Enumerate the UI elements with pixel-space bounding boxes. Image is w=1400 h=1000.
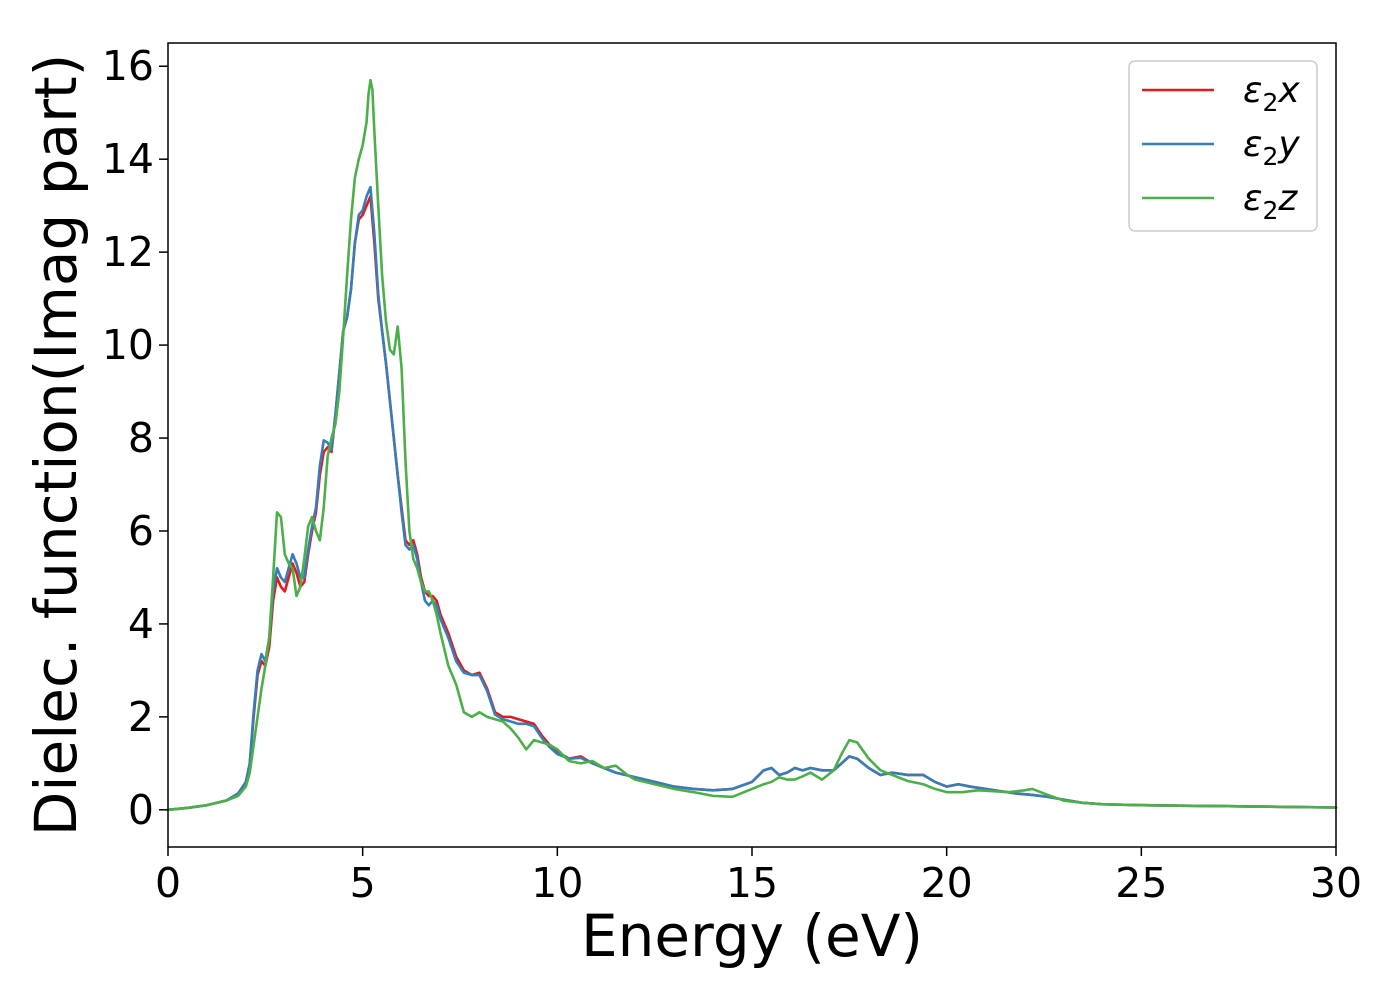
x-tick-label: 0 <box>155 859 181 907</box>
x-tick-label: 15 <box>726 859 778 907</box>
y-tick-label: 6 <box>128 507 154 555</box>
y-tick-label: 4 <box>128 600 154 648</box>
y-axis-title: Dielec. function(Imag part) <box>22 54 90 837</box>
y-tick-label: 10 <box>102 321 154 369</box>
y-tick-label: 14 <box>102 135 154 183</box>
legend-label-y: ε2y <box>1243 124 1300 171</box>
legend-label-x: ε2x <box>1243 70 1300 117</box>
x-tick-label: 5 <box>350 859 376 907</box>
x-tick-label: 10 <box>531 859 583 907</box>
y-tick-label: 0 <box>128 786 154 834</box>
plot-area <box>166 78 1338 812</box>
series-line-z <box>166 78 1338 812</box>
x-tick-label: 20 <box>921 859 973 907</box>
y-tick-label: 16 <box>102 42 154 90</box>
legend-box <box>1128 60 1318 232</box>
x-axis: 0 5 10 15 20 25 30 <box>155 847 1362 907</box>
legend: ε2x ε2y ε2z <box>1128 60 1318 232</box>
x-axis-title: Energy (eV) <box>581 902 923 970</box>
y-tick-label: 8 <box>128 414 154 462</box>
series-line-x <box>166 195 1338 812</box>
y-axis: 0 2 4 6 8 10 12 14 16 <box>102 42 168 834</box>
legend-label-z: ε2z <box>1243 178 1298 225</box>
series-line-y <box>166 185 1338 812</box>
y-tick-label: 12 <box>102 228 154 276</box>
x-tick-label: 30 <box>1310 859 1362 907</box>
x-tick-label: 25 <box>1115 859 1167 907</box>
y-tick-label: 2 <box>128 693 154 741</box>
